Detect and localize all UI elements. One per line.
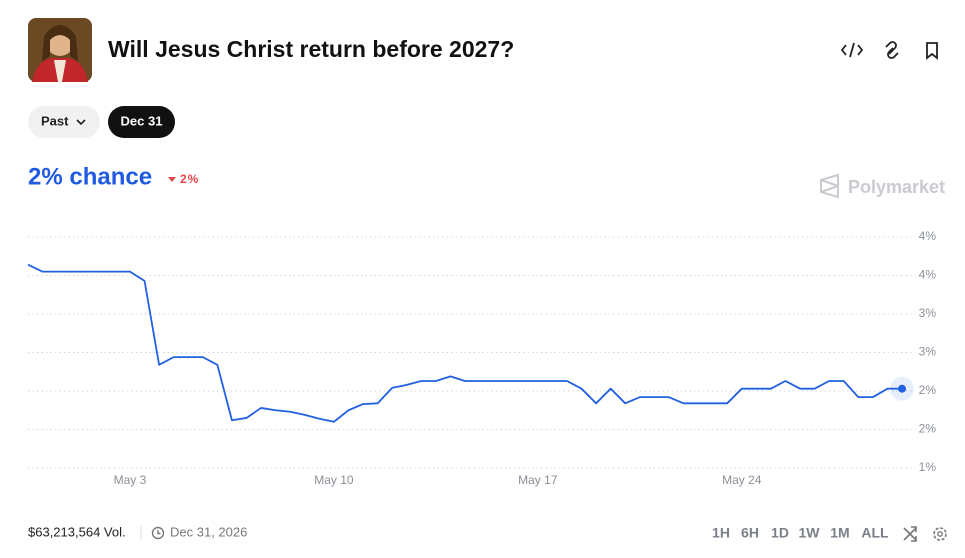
chart: 1% 2% 2% 3% 3% 4% 4% May 3 May 10 May 17 May 24	[27, 229, 937, 487]
compare-button[interactable]	[903, 526, 917, 542]
range-button[interactable]: 6H	[741, 525, 759, 541]
range-selector: 1H 6H 1D 1W 1M ALL	[712, 525, 889, 541]
x-tick-label: May 10	[314, 473, 354, 487]
y-tick-label: 2%	[919, 422, 937, 436]
down-icon	[168, 177, 176, 182]
y-tick-label: 2%	[919, 383, 937, 397]
current-point	[898, 384, 906, 393]
embed-button[interactable]	[840, 42, 864, 58]
range-button[interactable]: 1W	[799, 525, 821, 541]
chance: 2% chance	[28, 163, 152, 190]
y-tick-label: 3%	[919, 345, 937, 359]
y-tick-label: 1%	[919, 460, 937, 474]
link-button[interactable]	[885, 41, 899, 59]
settings-button[interactable]	[933, 527, 947, 541]
filter-label: Past	[41, 113, 69, 128]
price-line	[27, 263, 902, 423]
volume: $63,213,564 Vol.	[28, 524, 126, 539]
market-image	[28, 18, 92, 82]
y-tick-label: 4%	[919, 268, 937, 282]
filter-date[interactable]: Dec 31	[108, 106, 175, 138]
x-tick-label: May 3	[114, 473, 147, 487]
change: 2%	[180, 172, 199, 186]
clock-icon	[151, 526, 165, 540]
y-tick-label: 4%	[919, 229, 937, 243]
filter-label: Dec 31	[121, 113, 163, 128]
brand-logo	[820, 173, 839, 199]
range-button[interactable]: ALL	[861, 525, 889, 541]
range-button[interactable]: 1D	[771, 525, 789, 541]
end-date: Dec 31, 2026	[170, 524, 247, 539]
range-button[interactable]: 1H	[712, 525, 730, 541]
x-tick-label: May 24	[722, 473, 762, 487]
y-tick-label: 3%	[919, 306, 937, 320]
brand: Polymarket	[848, 177, 945, 197]
filter-past[interactable]: Past	[28, 106, 100, 138]
market-title: Will Jesus Christ return before 2027?	[108, 36, 514, 62]
bookmark-button[interactable]	[926, 42, 938, 60]
range-button[interactable]: 1M	[830, 525, 849, 541]
x-tick-label: May 17	[518, 473, 558, 487]
